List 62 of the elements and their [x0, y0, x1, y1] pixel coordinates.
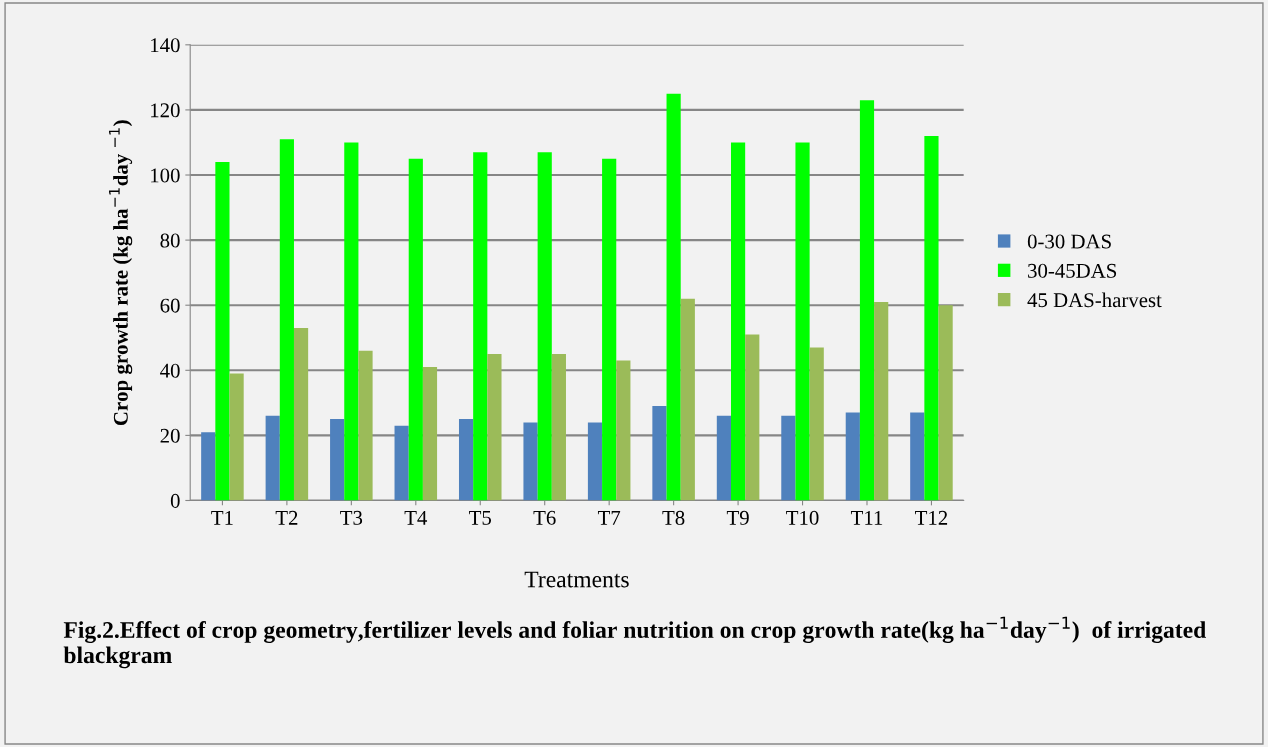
x-tick-label: T11: [850, 510, 883, 525]
bar: [422, 367, 438, 501]
y-tick-label: 0: [170, 493, 180, 508]
x-tick-label: T7: [597, 511, 621, 525]
bar: [265, 415, 280, 501]
bar: [602, 158, 617, 501]
bar: [745, 334, 760, 501]
bar: [473, 152, 488, 501]
y-tick-label: 140: [151, 38, 180, 53]
bar: [616, 360, 631, 501]
legend-label: 0-30 DAS: [1027, 234, 1111, 249]
y-tick-label: 100: [151, 168, 180, 183]
bar: [344, 142, 359, 501]
bar: [215, 161, 230, 501]
bar: [809, 347, 824, 501]
bar: [408, 158, 423, 501]
bar: [551, 354, 566, 501]
bar: [652, 406, 667, 501]
text: Fig.2.Effect of crop geometry,fertilizer levels and foliar nutrition on crop growth rate(kg ha$^{−1}$day$^{−1}$) of irrigated blackgram: [63, 616, 1207, 669]
bar: [279, 139, 294, 501]
bar: [938, 305, 953, 501]
bar: [781, 415, 796, 501]
legend-label: 45 DAS-harvest: [1027, 292, 1162, 308]
y-axis-title: Crop growth rate (kg ha$^{−1}$day $^{−1}$): [109, 120, 133, 426]
y-tick-label: 40: [160, 363, 180, 378]
x-tick-label: T12: [915, 510, 948, 525]
bar: [666, 93, 681, 501]
bar: [716, 415, 731, 501]
bar: [680, 298, 695, 501]
bar: [487, 354, 502, 501]
bar: [523, 422, 538, 501]
bar: [587, 422, 603, 501]
x-axis-title: Treatments: [524, 571, 629, 588]
bar: [201, 432, 216, 501]
x-tick-label: T3: [340, 510, 363, 525]
x-tick-label: T2: [275, 510, 298, 525]
bar: [859, 100, 875, 501]
bar: [845, 412, 860, 501]
y-tick-label: 80: [160, 233, 180, 248]
x-tick-label: T4: [404, 510, 428, 525]
bar: [394, 425, 409, 501]
bar: [910, 412, 925, 501]
y-tick-label: 60: [160, 298, 180, 313]
x-tick-label: T9: [726, 510, 749, 525]
bar: [924, 135, 939, 501]
bar: [537, 152, 552, 501]
bar: [293, 327, 309, 501]
y-tick-label: 20: [160, 428, 180, 443]
legend-label: 30-45DAS: [1028, 263, 1117, 278]
x-tick-label: T1: [211, 510, 233, 525]
bar: [730, 142, 746, 501]
bar: [795, 142, 810, 501]
x-tick-label: T6: [533, 510, 556, 525]
bar: [330, 419, 345, 501]
y-tick-label: 120: [151, 103, 180, 118]
x-tick-label: T8: [662, 510, 685, 525]
bar: [458, 419, 474, 501]
bar: [874, 301, 889, 501]
x-tick-label: T10: [786, 510, 819, 525]
bar: [229, 373, 244, 501]
bar: [358, 350, 373, 501]
x-tick-label: T5: [469, 511, 492, 525]
